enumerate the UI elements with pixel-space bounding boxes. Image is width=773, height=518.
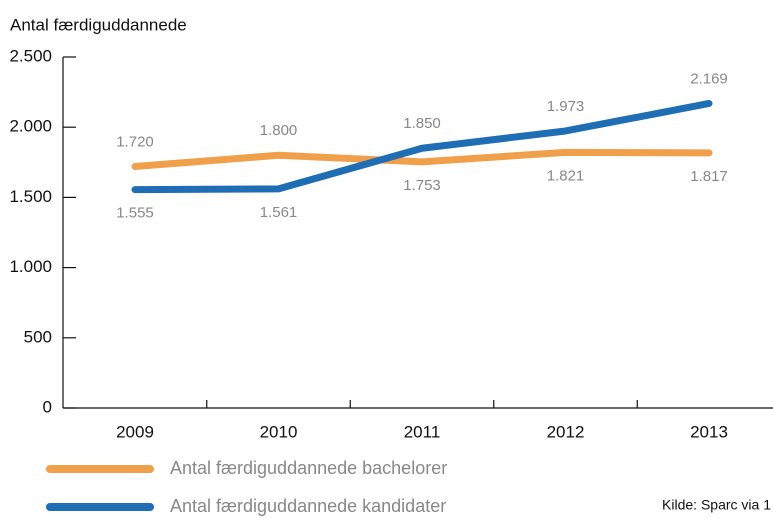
x-tick-label: 2011 (404, 422, 441, 441)
y-tick-label: 2.000 (9, 117, 52, 136)
data-label: 1.817 (690, 168, 728, 185)
data-label: 1.973 (547, 98, 585, 115)
y-tick-label: 2.500 (9, 46, 52, 65)
data-label: 2.169 (690, 70, 728, 87)
data-label: 1.561 (260, 204, 298, 221)
x-tick-label: 2012 (547, 422, 585, 441)
data-label: 1.821 (547, 167, 585, 184)
data-label: 1.555 (116, 205, 154, 222)
y-tick-label: 1.000 (9, 257, 52, 276)
x-tick-label: 2009 (116, 422, 154, 441)
x-tick-label: 2013 (690, 422, 728, 441)
data-label: 1.753 (403, 177, 441, 194)
series-line (131, 148, 713, 171)
y-axis-title: Antal færdiguddannede (10, 15, 187, 34)
source: Kilde: Sparc via 1 (662, 497, 771, 513)
y-tick-label: 1.500 (9, 187, 52, 206)
data-label: 1.800 (260, 122, 298, 139)
series-line (131, 99, 713, 194)
y-tick-label: 500 (24, 327, 52, 346)
x-tick-label: 2010 (260, 422, 298, 441)
data-label: 1.850 (403, 115, 441, 132)
legend-label: Antal færdiguddannede kandidater (170, 496, 446, 516)
legend-label: Antal færdiguddannede bachelorer (170, 458, 447, 478)
y-tick-label: 0 (43, 397, 52, 416)
data-label: 1.720 (116, 133, 154, 150)
